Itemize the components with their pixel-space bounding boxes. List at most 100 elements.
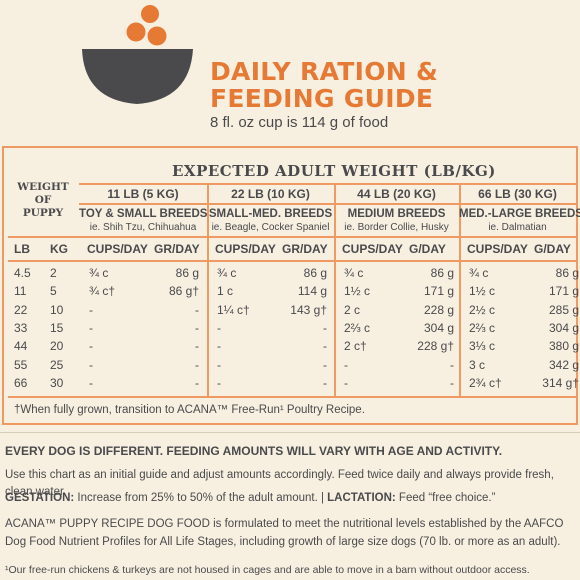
cell-grams: 304 g xyxy=(548,320,579,335)
cell-cups: 2⅔ c xyxy=(469,320,496,335)
lb-header: LB xyxy=(14,242,30,256)
cell-cups: - xyxy=(89,302,93,317)
cell-grams: 86 g xyxy=(303,266,327,280)
cell-grams: - xyxy=(450,357,454,372)
lactation-text: Feed “free choice.” xyxy=(395,492,496,504)
page-title: DAILY RATION & FEEDING GUIDE xyxy=(210,58,438,112)
cell-kg: 20 xyxy=(50,339,64,354)
table-heading: EXPECTED ADULT WEIGHT (LB/KG) xyxy=(172,162,496,180)
cell-grams: 86 g xyxy=(555,266,579,280)
cell-cups: 1½ c xyxy=(344,284,371,299)
cell-lb: 66 xyxy=(14,375,28,390)
cell-kg: 25 xyxy=(50,357,64,372)
notes-headline: EVERY DOG IS DIFFERENT. FEEDING AMOUNTS … xyxy=(5,444,503,458)
cell-kg: 15 xyxy=(50,320,64,335)
rule xyxy=(207,183,209,396)
cell-lb: 4.5 xyxy=(14,266,31,280)
cell-lb: 44 xyxy=(14,339,28,354)
notes-freerun: ¹Our free-run chickens & turkeys are not… xyxy=(5,564,530,576)
cell-lb: 11 xyxy=(14,284,27,299)
rule xyxy=(79,183,576,185)
cell-kg: 30 xyxy=(50,375,64,390)
grams-header: GR/DAY xyxy=(282,242,328,256)
rule xyxy=(8,236,576,238)
cell-cups: - xyxy=(89,320,93,335)
cell-grams: 380 g xyxy=(548,339,579,354)
cell-cups: - xyxy=(217,320,221,335)
cell-cups: - xyxy=(89,339,93,354)
breed-example: ie. Dalmatian xyxy=(488,222,547,233)
breed-name: MED.-LARGE BREEDS xyxy=(459,208,580,220)
cell-grams: 114 g xyxy=(297,284,327,299)
cell-cups: - xyxy=(89,357,93,372)
cell-cups: 1¼ c† xyxy=(217,302,250,317)
cell-cups: - xyxy=(89,375,93,390)
rule xyxy=(459,183,461,396)
cell-lb: 22 xyxy=(14,302,28,317)
cell-grams: 285 g xyxy=(548,302,579,317)
cell-cups: ¾ c xyxy=(217,266,237,280)
cell-cups: - xyxy=(344,375,348,390)
cell-grams: 228 g† xyxy=(417,339,454,354)
cell-grams: 342 g xyxy=(548,357,579,372)
cell-grams: - xyxy=(195,375,199,390)
cups-header: CUPS/DAY xyxy=(342,242,403,256)
cell-grams: - xyxy=(195,357,199,372)
cell-grams: 171 g xyxy=(548,284,579,299)
breed-example: ie. Border Collie, Husky xyxy=(344,222,449,233)
cell-kg: 10 xyxy=(50,302,64,317)
cell-grams: 314 g† xyxy=(542,375,579,390)
cell-grams: 304 g xyxy=(423,320,454,335)
cell-cups: 2 c† xyxy=(344,339,367,354)
group-weight: 22 LB (10 KG) xyxy=(231,187,310,201)
page-subtitle: 8 fl. oz cup is 114 g of food xyxy=(210,114,389,131)
lactation-label: LACTATION: xyxy=(327,492,396,504)
gestation-text: Increase from 25% to 50% of the adult am… xyxy=(74,492,328,504)
group-weight: 66 LB (30 KG) xyxy=(478,187,557,201)
notes-gestation: GESTATION: Increase from 25% to 50% of t… xyxy=(5,490,575,507)
cell-grams: 228 g xyxy=(423,302,454,317)
grams-header: G/DAY xyxy=(534,242,571,256)
cell-cups: 3 c xyxy=(469,357,486,372)
cell-cups: 2¾ c† xyxy=(469,375,502,390)
cell-cups: - xyxy=(217,339,221,354)
title-line-2: FEEDING GUIDE xyxy=(210,84,434,113)
cell-cups: 1½ c xyxy=(469,284,496,299)
cell-lb: 55 xyxy=(14,357,28,372)
cell-cups: - xyxy=(217,375,221,390)
cell-grams: - xyxy=(195,302,199,317)
cell-cups: 2½ c xyxy=(469,302,496,317)
table-footnote: †When fully grown, transition to ACANA™ … xyxy=(14,404,365,416)
kg-header: KG xyxy=(50,242,68,256)
feeding-table: EXPECTED ADULT WEIGHT (LB/KG) WEIGHT OF … xyxy=(2,146,580,425)
breed-name: MEDIUM BREEDS xyxy=(347,208,446,220)
cell-cups: 3⅓ c xyxy=(469,339,496,354)
cell-grams: - xyxy=(195,339,199,354)
cell-cups: ¾ c† xyxy=(89,284,116,299)
cell-cups: ¾ c xyxy=(89,266,109,280)
cell-grams: 86 g† xyxy=(168,284,199,299)
cell-grams: 143 g† xyxy=(290,302,327,317)
breed-example: ie. Shih Tzu, Chihuahua xyxy=(89,222,197,233)
rule xyxy=(79,203,576,205)
divider xyxy=(0,432,580,433)
group-weight: 11 LB (5 KG) xyxy=(107,187,179,201)
rule xyxy=(8,260,576,262)
rule xyxy=(8,396,576,398)
title-line-1: DAILY RATION & xyxy=(210,57,439,86)
grams-header: GR/DAY xyxy=(154,242,200,256)
cell-grams: - xyxy=(195,320,199,335)
cups-header: CUPS/DAY xyxy=(87,242,148,256)
weight-of-puppy-label: WEIGHT OF PUPPY xyxy=(17,181,69,219)
cell-kg: 5 xyxy=(50,284,57,299)
grams-header: G/DAY xyxy=(409,242,446,256)
cell-grams: 86 g xyxy=(175,266,199,280)
gestation-label: GESTATION: xyxy=(5,492,75,504)
cell-cups: 2⅔ c xyxy=(344,320,371,335)
cell-kg: 2 xyxy=(50,266,57,280)
cell-cups: - xyxy=(344,357,348,372)
notes-guide: Use this chart as an initial guide and a… xyxy=(5,469,554,498)
group-weight: 44 LB (20 KG) xyxy=(357,187,436,201)
cell-cups: - xyxy=(217,357,221,372)
breed-example: ie. Beagle, Cocker Spaniel xyxy=(211,222,330,233)
